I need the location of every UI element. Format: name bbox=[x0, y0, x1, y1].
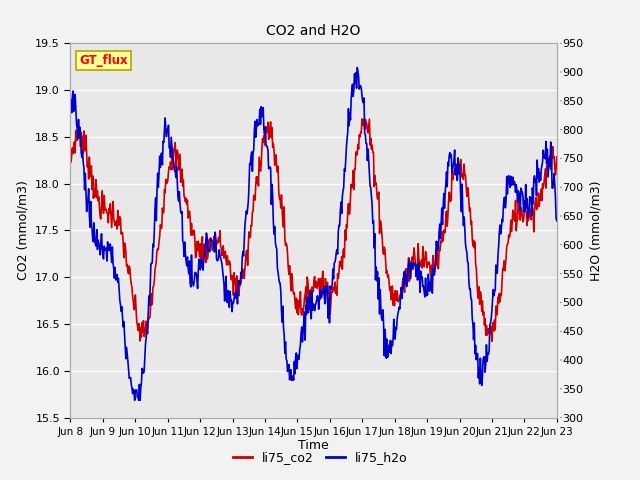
X-axis label: Time: Time bbox=[298, 439, 329, 453]
Title: CO2 and H2O: CO2 and H2O bbox=[266, 24, 361, 38]
Text: GT_flux: GT_flux bbox=[79, 54, 128, 67]
Y-axis label: H2O (mmol/m3): H2O (mmol/m3) bbox=[589, 180, 602, 281]
Y-axis label: CO2 (mmol/m3): CO2 (mmol/m3) bbox=[17, 180, 29, 280]
Legend: li75_co2, li75_h2o: li75_co2, li75_h2o bbox=[228, 446, 412, 469]
